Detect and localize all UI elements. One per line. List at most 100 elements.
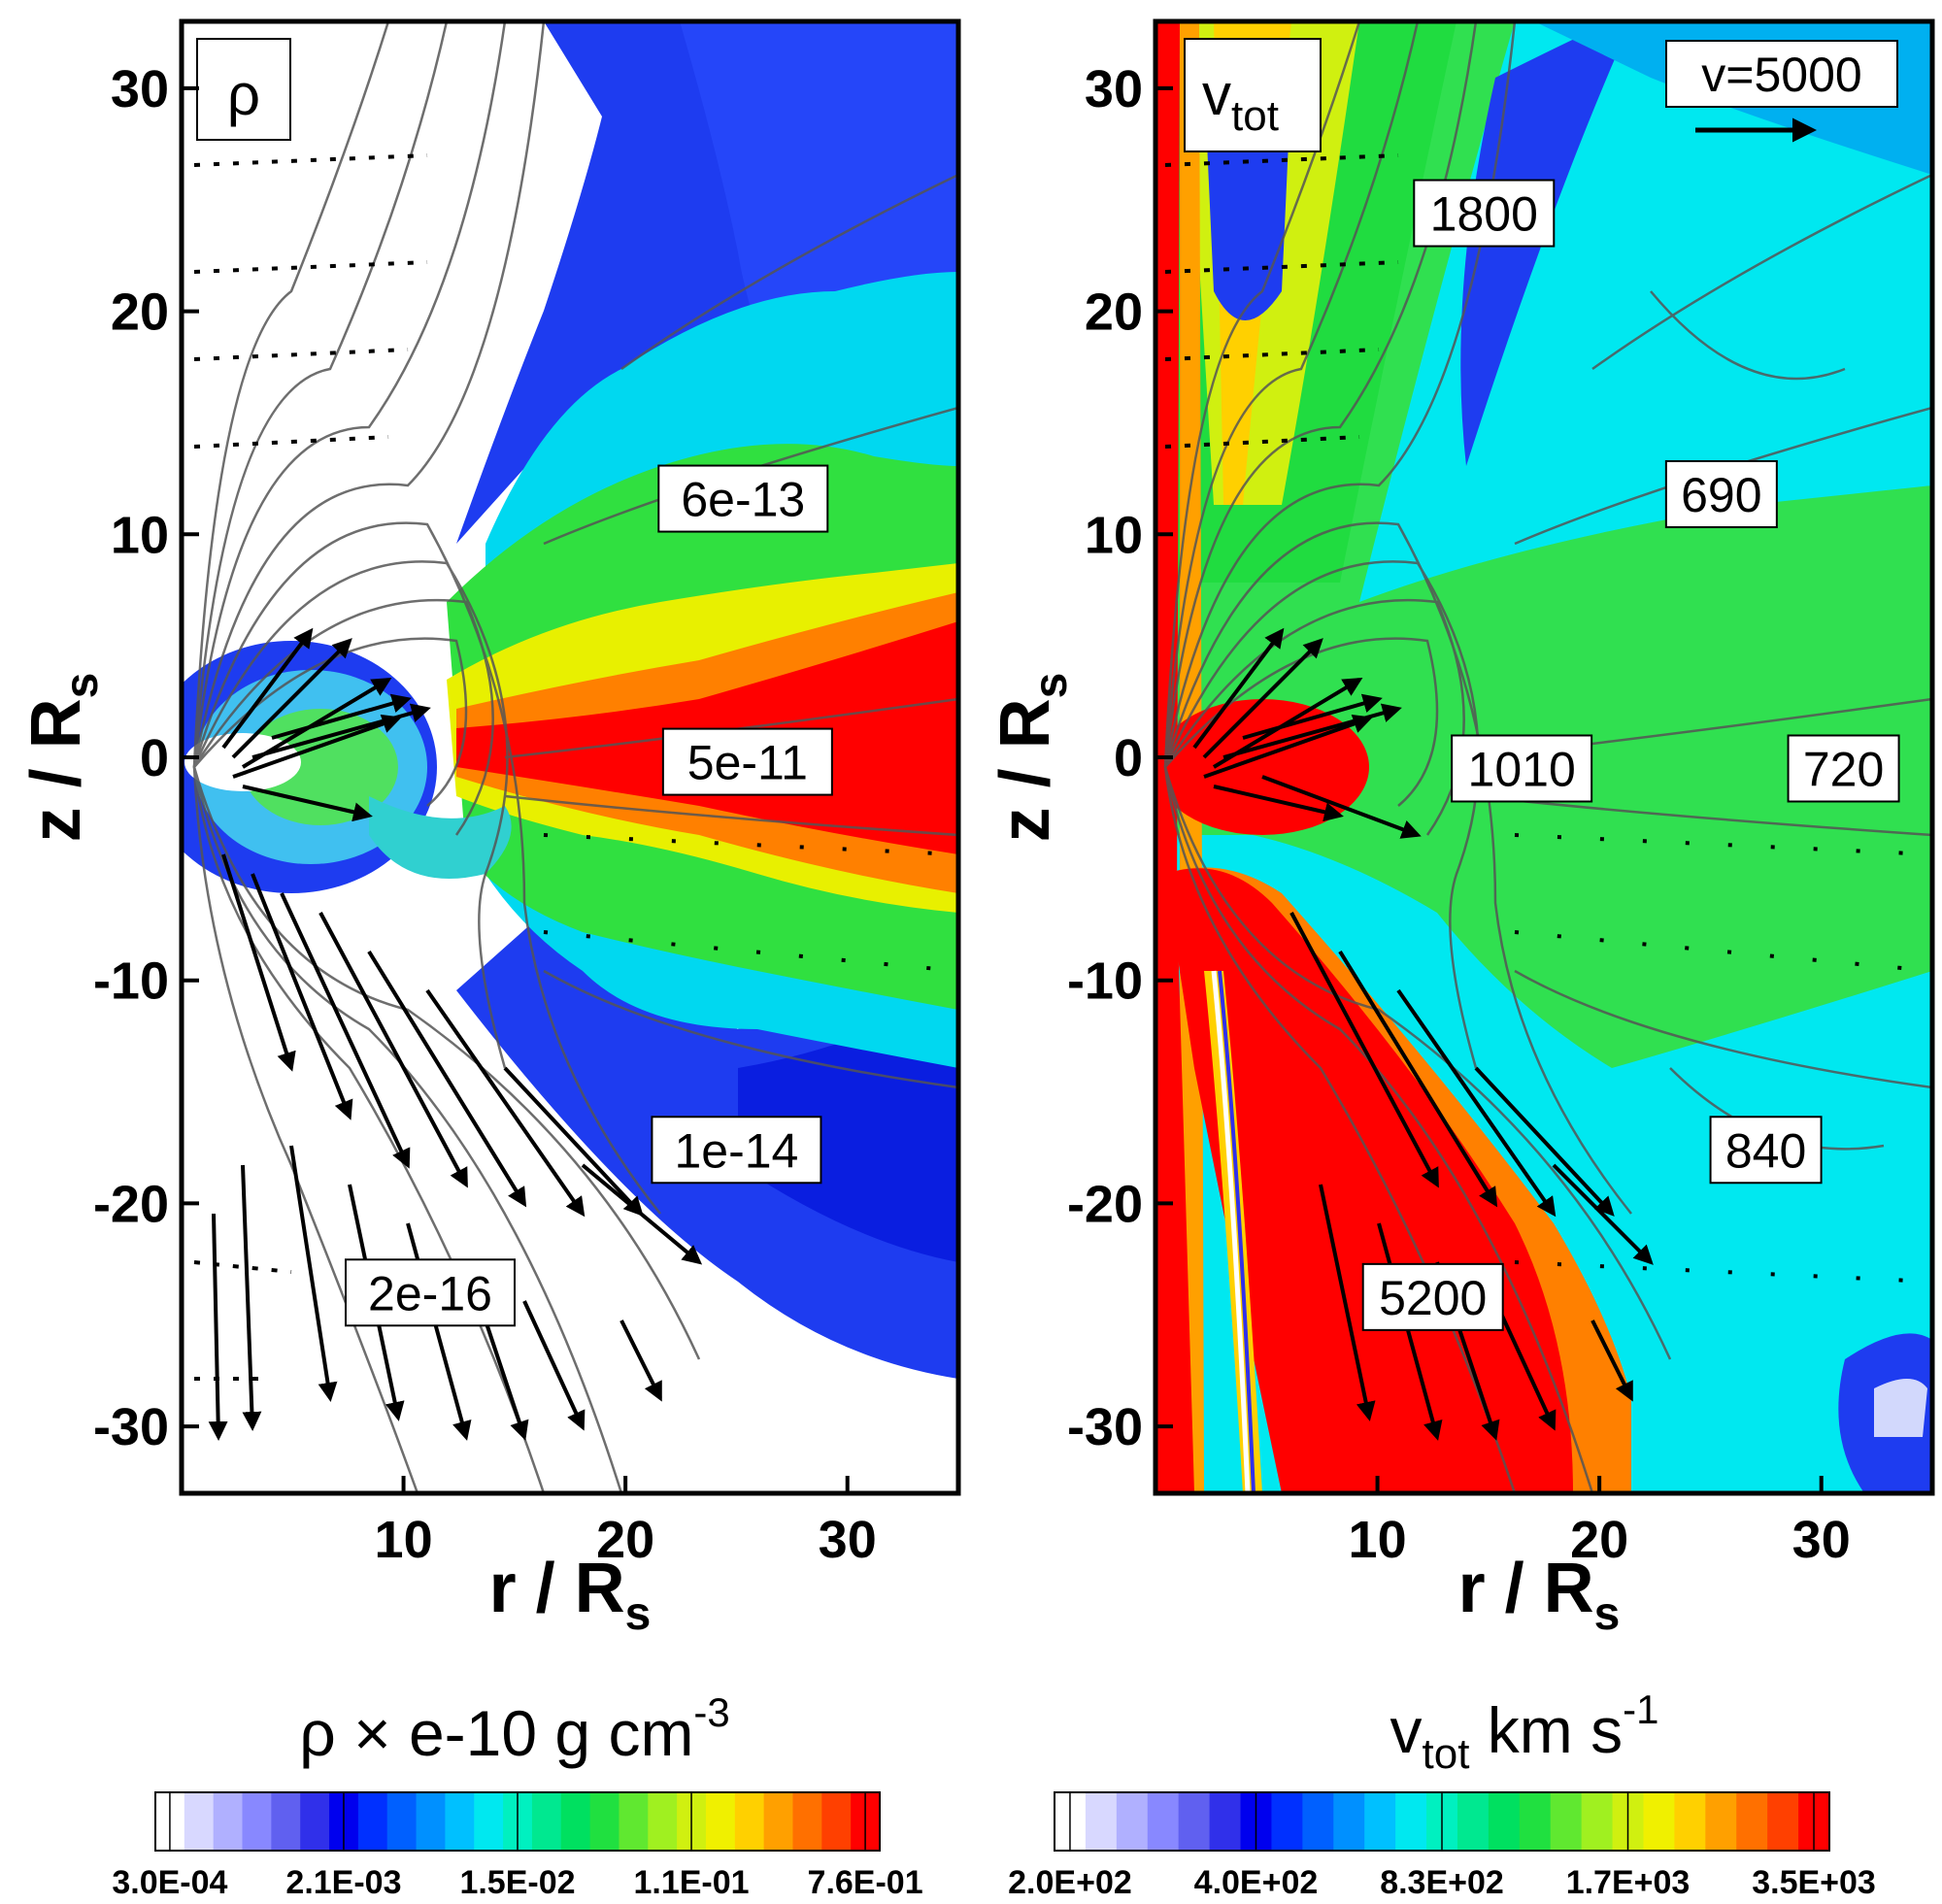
density-y-tick-label: 20: [111, 284, 169, 342]
velocity-panel-label-box: [1184, 38, 1322, 152]
density-contour-label: 1e-14: [651, 1116, 822, 1185]
density-colorbar-swatch: [763, 1792, 793, 1851]
velocity-colorbar-tick-label: 1.7E+03: [1566, 1864, 1691, 1901]
density-colorbar-swatch: [619, 1792, 649, 1851]
velocity-colorbar-swatch: [1488, 1792, 1521, 1851]
velocity-colorbar-tick-label: 3.5E+03: [1752, 1864, 1876, 1901]
velocity-y-tick-label: 10: [1085, 506, 1143, 564]
velocity-y-tick-label: 30: [1085, 60, 1143, 118]
velocity-contour-label: 690: [1664, 459, 1778, 528]
reference-vector-box: [1665, 40, 1898, 108]
svg-text:720: 720: [1803, 742, 1884, 796]
velocity-arrows: [1192, 627, 1654, 1441]
density-colorbar-swatch: [792, 1792, 822, 1851]
density-colorbar-swatch: [474, 1792, 504, 1851]
velocity-colorbar-swatch: [1116, 1792, 1149, 1851]
velocity-panel-label: vtot: [1202, 62, 1279, 140]
svg-text:5200: 5200: [1379, 1271, 1487, 1325]
velocity-colorbar-ticks: 2.0E+02 4.0E+02 8.3E+02 1.7E+03 3.5E+03: [1008, 1792, 1876, 1901]
density-colorbar-swatch: [184, 1792, 215, 1851]
density-x-tick-label: 20: [596, 1511, 654, 1569]
svg-text:1800: 1800: [1430, 187, 1538, 242]
density-map: [182, 21, 958, 1493]
velocity-dots: [1164, 153, 1932, 1284]
density-colorbar-title: ρ × e-10 g cm-3: [299, 1689, 730, 1769]
velocity-colorbar-swatch: [1767, 1792, 1799, 1851]
density-y-tick-label: 0: [140, 729, 169, 787]
velocity-colorbar-swatch: [1178, 1792, 1211, 1851]
velocity-x-tick-label: 20: [1570, 1511, 1628, 1569]
density-colorbar-swatch: [357, 1792, 388, 1851]
density-x-axis-label: r / Rs: [489, 1550, 652, 1640]
density-colorbar-swatch: [821, 1792, 852, 1851]
velocity-colorbar-swatch: [1085, 1792, 1118, 1851]
velocity-colorbar-swatch: [1581, 1792, 1614, 1851]
density-colorbar-swatch: [213, 1792, 244, 1851]
svg-text:2e-16: 2e-16: [368, 1266, 492, 1320]
velocity-colorbar-swatch: [1209, 1792, 1242, 1851]
density-y-tick-label: -20: [93, 1175, 169, 1233]
svg-text:5e-11: 5e-11: [687, 736, 808, 790]
velocity-colorbar-swatch: [1519, 1792, 1552, 1851]
density-colorbar-ticks: 3.0E-04 2.1E-03 1.5E-02 1.1E-01 7.6E-01: [112, 1792, 923, 1901]
velocity-colorbar-swatch: [1333, 1792, 1365, 1851]
velocity-y-tick-label: 20: [1085, 284, 1143, 342]
density-velocity-dots: [193, 153, 958, 1381]
velocity-x-tick-label: 10: [1349, 1511, 1407, 1569]
velocity-colorbar-tick-label: 4.0E+02: [1194, 1864, 1319, 1901]
density-colorbar-swatch: [560, 1792, 591, 1851]
density-velocity-arrows: [208, 627, 703, 1441]
velocity-contour-label: 840: [1709, 1116, 1823, 1185]
velocity-y-tick-label: -30: [1067, 1398, 1143, 1456]
velocity-axis-ticks: 10 20 30 30 20 10 0 -10 -20 -30: [1067, 60, 1851, 1569]
density-colorbar-tick-label: 1.1E-01: [633, 1864, 749, 1901]
svg-text:6e-13: 6e-13: [681, 473, 805, 527]
velocity-x-axis-label: r / Rs: [1458, 1550, 1621, 1640]
density-colorbar-swatch: [271, 1792, 301, 1851]
density-colorbar-swatch: [648, 1792, 678, 1851]
density-colorbar-swatch: [445, 1792, 475, 1851]
reference-vector-label: v=5000: [1701, 48, 1861, 102]
velocity-y-tick-label: -10: [1067, 952, 1143, 1011]
density-y-tick-label: -30: [93, 1398, 169, 1456]
velocity-colorbar-swatch: [1364, 1792, 1396, 1851]
velocity-colorbar-tick-label: 2.0E+02: [1008, 1864, 1132, 1901]
velocity-colorbar-swatch: [1456, 1792, 1490, 1851]
density-colorbar-swatch: [734, 1792, 765, 1851]
density-colorbar-tick-label: 1.5E-02: [459, 1864, 575, 1901]
density-axis-ticks: 10 20 30 30 20 10 0 -10 -20 -30: [93, 60, 877, 1569]
svg-text:840: 840: [1725, 1123, 1806, 1178]
velocity-colorbar-swatch: [1736, 1792, 1768, 1851]
velocity-colorbar-swatch: [1550, 1792, 1583, 1851]
svg-text:1e-14: 1e-14: [674, 1123, 798, 1178]
density-contour-labels: 6e-13 5e-11 1e-14 2e-16: [345, 464, 833, 1327]
density-x-tick-label: 10: [375, 1511, 433, 1569]
density-panel-label: ρ: [227, 62, 260, 127]
density-colorbar-swatch: [589, 1792, 619, 1851]
velocity-colorbar-tick-label: 8.3E+02: [1380, 1864, 1504, 1901]
velocity-contour-label: 720: [1787, 734, 1900, 803]
velocity-y-axis-label: z / Rs: [987, 673, 1077, 843]
density-colorbar-swatch: [531, 1792, 562, 1851]
density-colorbar-tick-label: 2.1E-03: [285, 1864, 401, 1901]
density-y-axis-label: z / Rs: [17, 673, 108, 843]
velocity-x-tick-label: 30: [1792, 1511, 1851, 1569]
density-panel-label-box: [196, 38, 291, 141]
density-contour-label: 6e-13: [657, 464, 829, 533]
density-panel: ρ 10 20 30 30 20 10 0 -10 -20 -30 r / Rs z / Rs 6…: [17, 18, 961, 1901]
density-colorbar: [154, 1791, 881, 1852]
velocity-colorbar-swatch: [1147, 1792, 1180, 1851]
velocity-y-tick-label: 0: [1114, 729, 1143, 787]
svg-text:1010: 1010: [1468, 742, 1576, 796]
velocity-colorbar-swatch: [1705, 1792, 1737, 1851]
density-x-tick-label: 30: [819, 1511, 877, 1569]
velocity-contour-labels: 1800 690 1010 720 840 5200: [1361, 179, 1900, 1331]
velocity-colorbar-swatch: [1302, 1792, 1334, 1851]
density-y-tick-label: -10: [93, 952, 169, 1011]
density-colorbar-tick-label: 3.0E-04: [112, 1864, 227, 1901]
svg-text:690: 690: [1681, 468, 1761, 522]
density-colorbar-swatch: [242, 1792, 272, 1851]
density-colorbar-swatch: [300, 1792, 330, 1851]
density-colorbar-swatch: [386, 1792, 418, 1851]
